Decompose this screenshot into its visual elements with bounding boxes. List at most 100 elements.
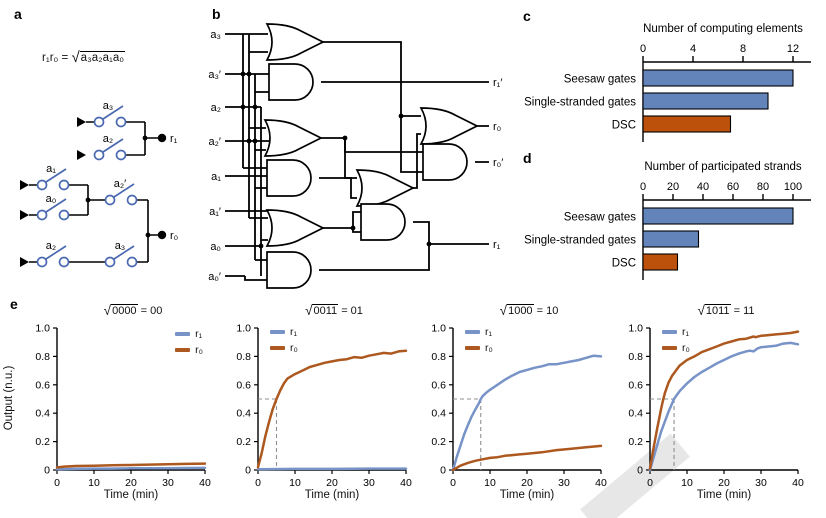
r1-legend-swatch [662,330,677,334]
sqrt-symbol: √ [103,303,112,318]
switch-a3-top [93,105,127,128]
x-tick-label: 20 [326,477,338,489]
or-gate [355,169,415,207]
switch-label: a₁ [46,163,56,175]
switch-label: a₃ [103,100,114,112]
switch-a0 [36,198,70,221]
junction-dot [85,197,91,203]
r0-legend-swatch [465,346,480,350]
x-tick-label: 40 [199,477,211,489]
x-tick-label: 10 [289,477,301,489]
y-tick-label: 0.8 [628,351,643,363]
plot-legend: r₁ r₀ [465,326,493,354]
y-tick-label: 0.8 [431,351,446,363]
and-gate [268,63,314,101]
category-label: Single-stranded gates [524,235,636,247]
y-tick-label: 0.4 [236,408,251,420]
title-result: = 01 [338,305,363,317]
x-axis-label: Time (min) [304,489,360,501]
r1-legend-swatch [270,330,285,334]
kinetics-plot-0000: √0000 = 00 Output (n.u.) 0 0.2 0.4 0.6 0.8 1.… [3,300,211,518]
axis-tick-label: 100 [784,181,802,193]
sqrt-symbol: √ [697,303,705,318]
y-tick-label: 0.6 [431,379,446,391]
title-result: = 00 [137,305,163,317]
series-r₀ [451,444,603,472]
x-tick-label: 20 [125,477,137,489]
plot-legend: r₁ r₀ [175,328,203,356]
bar [642,253,679,271]
sqrt-symbol: √ [305,303,313,318]
switch-label: a₀ [46,193,57,205]
y-tick-label: 0.4 [35,408,50,420]
axis-tick-label: 0 [640,181,646,193]
logic-gate-diagram: a₃ a₃′ a₂ a₂′ a₁ a₁′ a₀ a₀′ r₁′ r₀ r₀′ r… [208,23,503,289]
axis-tick-label: 0 [640,43,646,55]
output-node-r1 [157,133,167,143]
output-label: r₀′ [493,157,503,169]
and-gate [360,203,406,241]
x-tick-label: 30 [755,477,767,489]
output-label: r₀ [493,121,501,133]
output-label-r1: r₁ [170,133,178,145]
plot-legend: r₁ r₀ [662,326,690,354]
bar-chart-participated-strands: Number of participated strands 0 20 40 60 80 1… [524,161,811,280]
series-r₁ [55,466,207,471]
y-tick-label: 1.0 [35,323,50,335]
category-label: Seesaw gates [564,74,636,86]
category-label: Seesaw gates [564,212,636,224]
x-tick-label: 40 [400,477,412,489]
input-arrow [20,257,29,267]
title-radicand: 1011 [704,304,731,317]
series-r₁ [451,354,603,472]
input-arrow [77,150,86,160]
sqrt-symbol: √ [71,49,80,66]
input-label: a₂ [211,102,221,114]
switch-label: a₂ [46,240,56,252]
and-gate [266,251,312,289]
r0-legend-label: r₀ [195,344,203,356]
formula-radicand: a₃a₂a₁a₀ [79,51,126,64]
y-tick-label: 0 [245,465,251,477]
y-tick-label: 0.6 [35,379,50,391]
title-result: = 10 [533,305,559,317]
input-label: a₁ [211,171,221,183]
x-tick-label: 40 [595,477,607,489]
x-tick-label: 30 [558,477,570,489]
series-r₀ [648,330,800,470]
kinetics-plot-0011: √0011 = 01 0 0.2 0.4 0.6 0.8 1.0 0 10 20 30 40 r₁ … [206,300,412,518]
r1-legend-swatch [465,330,480,334]
title-radicand: 0011 [312,304,339,317]
title-radicand: 1000 [507,304,534,317]
chart-title: Number of computing elements [643,23,803,35]
category-label: Single-stranded gates [524,97,636,109]
half-max-dashed-line [453,398,482,470]
half-max-dashed-line [650,398,675,470]
input-arrow [20,210,29,220]
r1-legend-label: r₁ [682,326,690,338]
input-label: a₃′ [208,69,221,81]
y-tick-label: 0.4 [628,408,643,420]
plot-title: √1000 = 10 [451,302,607,318]
bar-chart-computing-elements: Number of computing elements 0 4 8 12 Seesaw … [524,23,811,142]
plot-title: √0011 = 01 [256,302,412,318]
input-arrow [77,117,86,127]
formula-lhs: r₁r₀ = [42,52,69,64]
y-tick-label: 0 [637,465,643,477]
y-tick-label: 0.8 [35,351,50,363]
bar [642,230,700,248]
category-label: DSC [612,120,636,132]
switch-circuit-diagram: a₃ a₂ a₁ a₀ a₂′ a₂ a₃ r₁ r₀ [20,100,178,268]
y-tick-label: 0.2 [35,436,50,448]
output-label: r₁′ [493,77,502,89]
r1-legend-label: r₁ [290,326,298,338]
panel-e-label: e [10,296,18,312]
y-tick-label: 0.6 [236,379,251,391]
r0-legend-swatch [270,346,285,350]
bar [642,115,732,133]
y-tick-label: 0.8 [236,351,251,363]
input-label: a₀′ [208,271,221,283]
axis-tick-label: 40 [697,181,709,193]
title-radicand: 0000 [111,304,138,317]
